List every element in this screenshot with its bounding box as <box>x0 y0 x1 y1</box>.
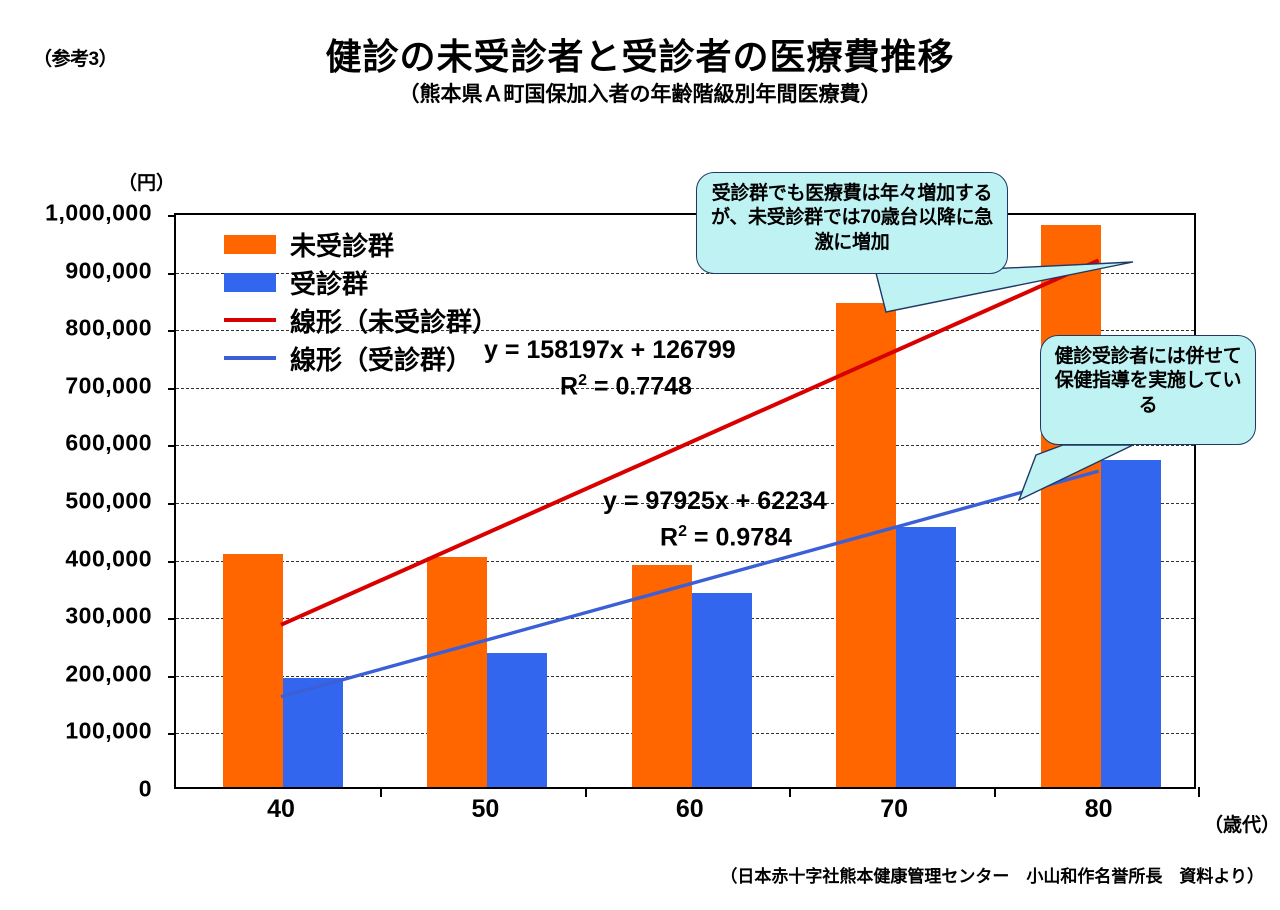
y-tick-label-300000: 300,000 <box>65 602 152 629</box>
bar-screened-40 <box>283 677 343 787</box>
y-tick-label-1000000: 1,000,000 <box>45 199 152 226</box>
legend-swatch-unscreened-bar <box>224 234 276 254</box>
bar-unscreened-60 <box>631 565 692 787</box>
bar-unscreened-40 <box>223 553 283 787</box>
y-tick-label-600000: 600,000 <box>65 429 152 456</box>
equation-screened-r2: R2 = 0.9784 <box>660 523 792 552</box>
equation-unscreened-line: y = 158197x + 126799 <box>484 336 736 364</box>
bar-screened-60 <box>691 592 752 787</box>
y-tick-label-400000: 400,000 <box>65 545 152 572</box>
legend-label-unscreened-trend: 線形（未受診群） <box>290 306 499 337</box>
page-title: 健診の未受診者と受診者の医療費推移 <box>325 36 955 77</box>
x-label-40: 40 <box>267 795 295 823</box>
y-tick-label-900000: 900,000 <box>65 257 152 284</box>
bar-unscreened-70 <box>836 303 897 787</box>
legend-label-screened-trend: 線形（受診群） <box>290 344 473 375</box>
legend-item-screened[interactable]: 受診群 <box>224 263 554 301</box>
y-tick-mark-200000 <box>168 675 176 678</box>
legend-swatch-unscreened-trendline <box>224 318 276 322</box>
bar-unscreened-50 <box>427 556 488 787</box>
y-axis-tick-labels: 0 100,000 200,000 300,000 400,000 500,000 600,… <box>0 200 160 802</box>
y-axis-unit-label: （円） <box>118 173 176 194</box>
y-tick-mark-600000 <box>168 445 176 448</box>
callout-trend[interactable]: 受診群でも医療費は年々増加するが、未受診群では70歳台以降に急激に増加 <box>696 172 1008 274</box>
y-tick-mark-400000 <box>168 560 176 563</box>
legend-swatch-screened-bar <box>224 272 276 292</box>
legend-label-screened: 受診群 <box>290 268 369 299</box>
y-tick-mark-800000 <box>168 330 176 333</box>
x-tick-50 <box>584 787 587 797</box>
bar-unscreened-80 <box>1040 225 1101 787</box>
equation-screened-line: y = 97925x + 62234 <box>603 487 827 515</box>
legend-item-unscreened[interactable]: 未受診群 <box>224 225 554 263</box>
bar-screened-70 <box>896 526 957 787</box>
x-tick-60 <box>789 787 792 797</box>
x-label-60: 60 <box>675 795 704 823</box>
y-tick-mark-1000000 <box>168 215 176 217</box>
bar-screened-80 <box>1100 460 1161 787</box>
y-tick-mark-100000 <box>168 733 176 736</box>
x-label-70: 70 <box>880 795 909 823</box>
legend-label-unscreened: 未受診群 <box>290 230 395 261</box>
bar-screened-50 <box>487 653 548 787</box>
source-note: （日本赤十字社熊本健康管理センター 小山和作名誉所長 資料より） <box>720 867 1264 886</box>
callout-guidance[interactable]: 健診受診者には併せて保健指導を実施している <box>1040 335 1256 445</box>
equation-unscreened-r2: R2 = 0.7748 <box>560 372 692 401</box>
x-axis-unit-label: （歳代） <box>1204 815 1280 836</box>
x-axis-category-labels: 40 50 60 70 80 <box>174 795 1196 840</box>
y-tick-label-200000: 200,000 <box>65 660 152 687</box>
y-tick-label-700000: 700,000 <box>65 372 152 399</box>
legend-item-unscreened-trend[interactable]: 線形（未受診群） <box>224 301 554 339</box>
y-tick-label-500000: 500,000 <box>65 487 152 514</box>
x-tick-40 <box>380 787 383 797</box>
y-tick-label-0: 0 <box>138 775 152 802</box>
y-tick-mark-900000 <box>168 272 176 275</box>
x-label-80: 80 <box>1084 795 1113 823</box>
y-tick-label-800000: 800,000 <box>65 314 152 341</box>
y-tick-mark-300000 <box>168 618 176 621</box>
x-tick-80 <box>1198 787 1200 797</box>
page-subtitle: （熊本県Ａ町国保加入者の年齢階級別年間医療費） <box>398 83 882 106</box>
y-tick-mark-500000 <box>168 503 176 505</box>
legend-swatch-screened-trendline <box>224 356 276 360</box>
reference-label: （参考3） <box>33 49 118 70</box>
x-tick-70 <box>993 787 996 797</box>
y-tick-mark-700000 <box>168 387 176 390</box>
y-tick-label-100000: 100,000 <box>65 717 152 744</box>
x-label-50: 50 <box>471 795 500 823</box>
